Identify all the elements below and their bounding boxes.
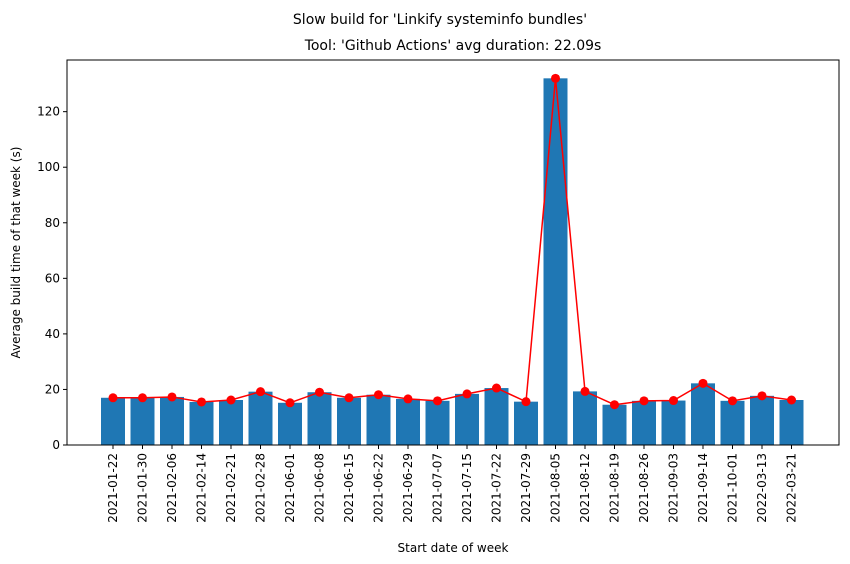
point-2021-07-07 <box>433 396 442 406</box>
line-group <box>113 78 792 406</box>
bar-2021-06-08 <box>307 392 332 445</box>
point-2021-10-01 <box>728 396 737 406</box>
bar-2021-01-30 <box>130 397 155 445</box>
x-tick-label-2021-08-12: 2021-08-12 <box>578 453 592 523</box>
point-2021-02-06 <box>167 392 177 402</box>
point-2022-03-21 <box>787 395 796 405</box>
bar-2021-01-22 <box>101 397 125 445</box>
x-tick-label-2021-08-19: 2021-08-19 <box>608 453 622 523</box>
bar-2021-02-21 <box>219 400 243 445</box>
x-tick-label-2021-09-03: 2021-09-03 <box>667 453 681 523</box>
x-tick-label-2021-07-15: 2021-07-15 <box>460 453 474 523</box>
point-2021-08-12 <box>580 386 590 396</box>
point-2021-07-22 <box>492 383 501 393</box>
x-tick-label-2021-06-01: 2021-06-01 <box>283 453 297 523</box>
bar-2021-07-29 <box>514 401 538 445</box>
bar-2022-03-13 <box>750 395 774 445</box>
x-tick-label-2022-03-13: 2022-03-13 <box>755 453 769 523</box>
x-tick-label-2021-02-21: 2021-02-21 <box>224 453 238 523</box>
bar-2021-06-01 <box>278 402 302 445</box>
chart-title: Tool: 'Github Actions' avg duration: 22.… <box>304 38 602 54</box>
bar-2021-08-12 <box>573 391 597 445</box>
bar-2021-09-14 <box>691 383 715 445</box>
x-tick-label-2021-10-01: 2021-10-01 <box>726 453 740 523</box>
point-2021-06-29 <box>403 394 413 404</box>
y-tick-label-0: 0 <box>52 438 60 452</box>
bars-group <box>101 78 804 445</box>
bar-2021-02-14 <box>189 401 214 445</box>
point-2021-09-03 <box>669 396 678 406</box>
y-axis-label: Average build time of that week (s) <box>9 147 23 359</box>
series-line <box>113 78 792 406</box>
x-tick-label-2021-08-26: 2021-08-26 <box>637 453 651 523</box>
x-tick-label-2021-06-22: 2021-06-22 <box>372 453 386 523</box>
x-tick-label-2021-01-30: 2021-01-30 <box>136 453 150 523</box>
bar-2021-06-22 <box>366 394 391 445</box>
y-axis: 0 20 40 60 80 100 120 <box>37 105 67 452</box>
y-tick-label-20: 20 <box>45 382 60 396</box>
point-2021-02-28 <box>256 387 265 397</box>
bar-2021-06-15 <box>337 397 361 445</box>
x-tick-label-2021-02-06: 2021-02-06 <box>165 453 179 523</box>
bar-2021-08-05 <box>543 78 568 445</box>
x-tick-label-2021-01-22: 2021-01-22 <box>106 453 120 523</box>
point-2021-06-22 <box>374 390 383 400</box>
point-2021-07-29 <box>521 397 531 407</box>
point-2021-08-26 <box>639 396 649 406</box>
markers-group <box>108 73 796 410</box>
point-2021-06-01 <box>285 398 295 408</box>
plot-frame <box>66 59 840 446</box>
point-2021-06-08 <box>315 387 324 397</box>
bar-2021-08-26 <box>632 400 656 445</box>
bar-2021-02-28 <box>248 391 273 445</box>
bar-2021-07-07 <box>425 400 450 445</box>
y-tick-label-100: 100 <box>37 160 60 174</box>
bar-2021-07-22 <box>484 388 509 445</box>
point-2021-02-14 <box>197 397 206 407</box>
point-2021-08-05 <box>551 73 560 83</box>
point-2021-08-19 <box>610 400 619 410</box>
x-tick-label-2021-06-08: 2021-06-08 <box>313 453 327 523</box>
point-2021-07-15 <box>462 389 472 399</box>
y-tick-label-40: 40 <box>45 327 60 341</box>
x-tick-label-2022-03-21: 2022-03-21 <box>785 453 799 523</box>
point-2021-02-21 <box>226 395 236 405</box>
y-tick-label-120: 120 <box>37 105 60 119</box>
x-tick-label-2021-02-28: 2021-02-28 <box>254 453 268 523</box>
x-axis: 2021-01-22 2021-01-30 2021-02-06 2021-02-14… <box>106 445 799 523</box>
bar-2021-06-29 <box>396 398 420 445</box>
x-tick-label-2021-06-15: 2021-06-15 <box>342 453 356 523</box>
x-tick-label-2021-06-29: 2021-06-29 <box>401 453 415 523</box>
chart-suptitle: Slow build for 'Linkify systeminfo bundl… <box>293 12 587 28</box>
bar-2021-02-06 <box>160 396 184 445</box>
point-2021-09-14 <box>698 378 708 388</box>
x-tick-label-2021-08-05: 2021-08-05 <box>549 453 563 523</box>
point-2021-01-22 <box>108 393 118 403</box>
point-2021-06-15 <box>344 393 354 403</box>
x-tick-label-2021-07-22: 2021-07-22 <box>490 453 504 523</box>
y-tick-label-80: 80 <box>45 216 60 230</box>
point-2021-01-30 <box>138 393 147 403</box>
point-2022-03-13 <box>757 391 767 401</box>
x-tick-label-2021-07-29: 2021-07-29 <box>519 453 533 523</box>
x-axis-label: Start date of week <box>398 541 509 555</box>
bar-2021-07-15 <box>455 393 479 445</box>
bar-2021-09-03 <box>661 400 686 445</box>
bar-2022-03-21 <box>779 400 804 445</box>
x-tick-label-2021-02-14: 2021-02-14 <box>195 453 209 523</box>
bar-2021-10-01 <box>720 400 745 445</box>
x-tick-label-2021-07-07: 2021-07-07 <box>431 453 445 523</box>
y-tick-label-60: 60 <box>45 271 60 285</box>
x-tick-label-2021-09-14: 2021-09-14 <box>696 453 710 523</box>
bar-2021-08-19 <box>602 404 627 445</box>
